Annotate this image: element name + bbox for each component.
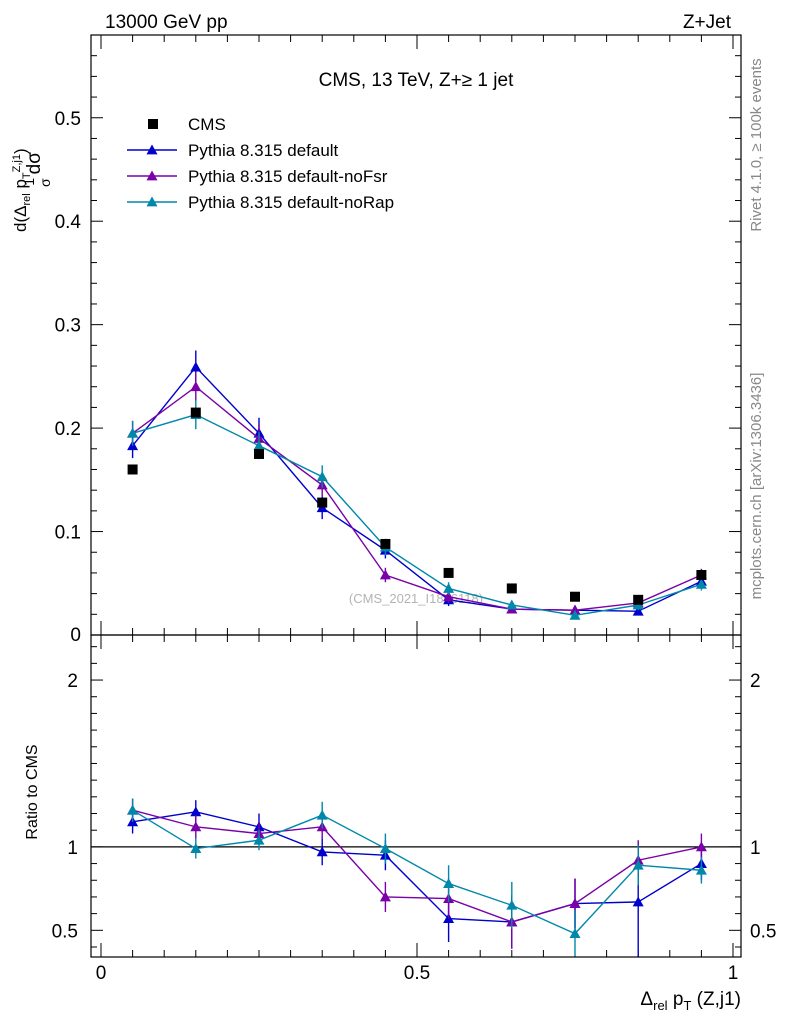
- ratio-point-norap: [695, 864, 707, 875]
- ratio-plot-frame: [90, 634, 742, 958]
- data-point-cms: [696, 570, 707, 580]
- legend-label-nofsr: Pythia 8.315 default-noFsr: [188, 167, 388, 186]
- ratio-plot-series: [127, 798, 707, 957]
- ratio-point-norap: [379, 843, 391, 853]
- data-point-nofsr: [190, 381, 202, 392]
- data-point-cms: [443, 567, 454, 578]
- data-point-norap: [695, 578, 707, 589]
- data-point-norap: [127, 427, 139, 438]
- data-point-nofsr: [569, 604, 581, 615]
- data-point-cms: [633, 594, 644, 605]
- x-axis-label: Δrel pT (Z,j1): [640, 989, 741, 1013]
- process-label: Z+Jet: [683, 12, 732, 33]
- analysis-watermark: (CMS_2021_I1866118): [349, 591, 483, 606]
- y-tick-label: 0: [70, 625, 81, 646]
- x-tick-label: 1: [728, 963, 739, 984]
- legend-label-norap: Pythia 8.315 default-noRap: [188, 193, 394, 212]
- y-axis-label-text: 1σdσ: [21, 152, 53, 187]
- ratio-point-norap: [569, 928, 581, 939]
- data-point-cms: [506, 583, 517, 594]
- y-tick-label: 0.2: [55, 419, 81, 440]
- ratio-point-nofsr: [379, 891, 391, 902]
- y-tick-label: 0.4: [55, 212, 82, 233]
- ratio-y-tick-label-right: 2: [750, 671, 761, 692]
- ratio-point-norap: [253, 834, 265, 845]
- data-point-norap: [569, 609, 581, 620]
- legend: CMS Pythia 8.315 default Pythia 8.315 defa…: [127, 115, 394, 212]
- series-line-default: [132, 366, 702, 612]
- series-line-norap: [132, 413, 702, 617]
- series-line-nofsr: [132, 385, 702, 611]
- data-point-cms: [570, 591, 580, 602]
- ratio-point-norap: [632, 859, 644, 870]
- data-point-default: [632, 605, 644, 616]
- legend-label-default: Pythia 8.315 default: [188, 141, 339, 160]
- ratio-point-norap: [190, 843, 202, 853]
- legend-label-cms: CMS: [188, 115, 226, 134]
- x-tick-label: 0: [96, 963, 107, 984]
- legend-marker-norap: [146, 196, 158, 207]
- main-plot-series: [127, 350, 707, 620]
- ratio-line-norap: [132, 809, 702, 935]
- legend-marker-nofsr: [146, 170, 158, 181]
- rivet-version-label: Rivet 4.1.0, ≥ 100k events: [748, 58, 765, 231]
- legend-marker-cms: [148, 119, 158, 129]
- ratio-y-tick-label-left: 1: [67, 838, 78, 859]
- ratio-plot-panel: 0.5 0.5 1 1 2 2 0 0.5 1 Ratio to CMS Δrel pT (Z,…: [24, 634, 776, 1013]
- y-tick-label: 0.3: [55, 316, 81, 337]
- ratio-plot-axes: 0.5 0.5 1 1 2 2 0 0.5 1: [52, 635, 776, 984]
- main-plot-axes: 0.1 0.2 0.3 0.4 0.5 0: [55, 35, 741, 646]
- data-point-norap: [506, 599, 518, 610]
- ratio-point-nofsr: [190, 821, 202, 832]
- ratio-point-nofsr: [695, 841, 707, 852]
- x-tick-label: 0.5: [404, 963, 430, 984]
- data-point-nofsr: [443, 591, 455, 602]
- ratio-point-default: [190, 806, 202, 817]
- data-point-nofsr: [379, 569, 391, 580]
- ratio-point-norap: [127, 804, 139, 815]
- data-point-norap: [316, 471, 328, 482]
- ratio-point-default: [316, 846, 328, 857]
- ratio-y-tick-label-right: 1: [750, 838, 761, 859]
- ratio-point-norap: [443, 878, 455, 888]
- ratio-point-nofsr: [569, 898, 581, 909]
- mcplots-source-label: mcplots.cern.ch [arXiv:1306.3436]: [748, 373, 765, 600]
- energy-label: 13000 GeV pp: [105, 12, 228, 33]
- plot-title: CMS, 13 TeV, Z+≥ 1 jet: [319, 70, 514, 91]
- ratio-point-norap: [316, 809, 328, 820]
- data-point-cms: [317, 497, 328, 508]
- ratio-point-norap: [506, 899, 518, 910]
- data-point-cms: [190, 407, 201, 418]
- ratio-y-tick-label-left: 0.5: [52, 921, 78, 942]
- y-tick-label: 0.5: [55, 109, 81, 130]
- data-point-cms: [380, 538, 391, 549]
- ratio-y-tick-label-right: 0.5: [750, 921, 776, 942]
- ratio-line-default: [132, 811, 702, 923]
- data-point-cms: [127, 464, 138, 475]
- data-point-norap: [443, 582, 455, 593]
- data-point-cms: [254, 448, 264, 459]
- main-plot-panel: 0.1 0.2 0.3 0.4 0.5 0 (CMS_2021_I1866118) CMS…: [11, 34, 742, 646]
- main-plot-y-axis-label: 1σdσ d(Δrel pTZ,j1): [11, 148, 53, 232]
- ratio-y-axis-label: Ratio to CMS: [24, 744, 41, 839]
- ratio-point-default: [632, 896, 644, 907]
- y-tick-label: 0.1: [55, 523, 81, 544]
- ratio-line-nofsr: [132, 809, 702, 923]
- ratio-y-tick-label-left: 2: [67, 671, 78, 692]
- legend-marker-default: [146, 144, 158, 155]
- data-point-default: [190, 361, 202, 372]
- data-point-norap: [253, 440, 265, 451]
